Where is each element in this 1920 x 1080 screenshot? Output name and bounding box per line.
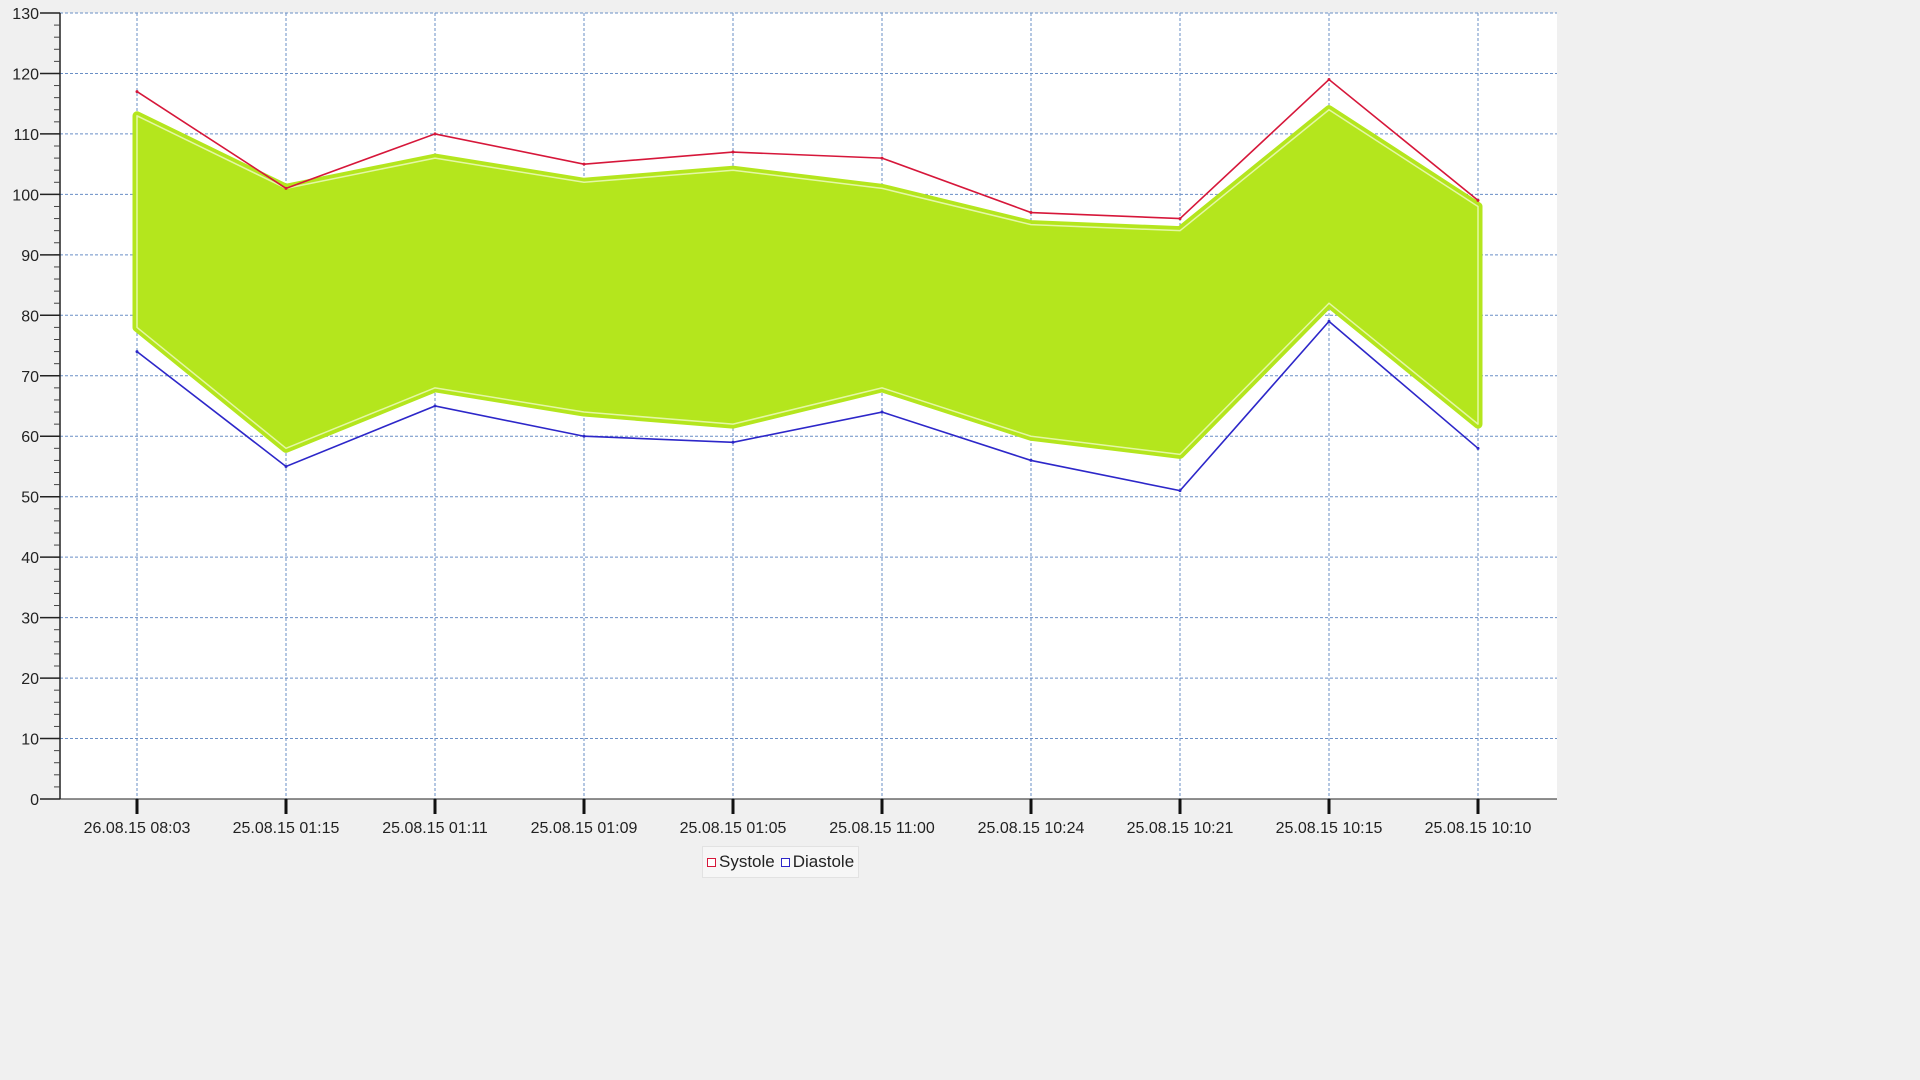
series-line-diastole	[136, 320, 1479, 492]
data-point-diastole	[1327, 319, 1331, 323]
legend-entry-diastole[interactable]: Diastole	[780, 852, 855, 872]
data-point-systole	[1029, 211, 1033, 215]
data-point-diastole	[731, 440, 735, 444]
x-tick-label: 25.08.15 10:15	[1276, 820, 1383, 837]
data-point-diastole	[582, 434, 586, 438]
x-tick-label: 25.08.15 01:15	[233, 820, 340, 837]
legend-label-systole: Systole	[719, 852, 775, 871]
y-tick-label: 20	[21, 671, 39, 688]
data-point-diastole	[1476, 446, 1480, 450]
y-tick-label: 70	[21, 369, 39, 386]
highlight-band-edge	[136, 108, 1479, 456]
data-point-diastole	[1178, 489, 1182, 493]
blood-pressure-chart: 0 10 20 30 40 50 60 70 80 90 100 110 120 130 26.08.15 …	[12, 6, 1557, 878]
y-tick-label: 30	[21, 611, 39, 628]
data-point-systole	[880, 156, 884, 160]
x-tick-label: 26.08.15 08:03	[84, 820, 191, 837]
y-tick-label: 10	[21, 732, 39, 749]
y-tick-label: 0	[30, 792, 39, 809]
data-point-systole	[1476, 198, 1480, 202]
legend-entry-systole[interactable]: Systole	[707, 852, 775, 872]
legend-label-diastole: Diastole	[792, 852, 855, 871]
data-point-diastole	[135, 350, 139, 354]
data-point-systole	[731, 150, 735, 154]
x-tick-label: 25.08.15 11:00	[829, 820, 935, 837]
x-tick-label: 25.08.15 10:10	[1425, 820, 1532, 837]
data-point-systole	[582, 162, 586, 166]
axis-layer: 0 10 20 30 40 50 60 70 80 90 100 110 120 130 26.08.15 …	[12, 6, 1557, 837]
x-tick-label: 25.08.15 10:24	[978, 820, 1085, 837]
legend-swatch-systole-icon	[707, 857, 716, 867]
y-tick-label: 110	[13, 127, 39, 144]
y-tick-label: 60	[21, 429, 39, 446]
data-point-diastole	[284, 464, 288, 468]
series-line-systole	[136, 78, 1479, 220]
data-point-systole	[433, 132, 437, 136]
legend-swatch-diastole-icon	[780, 857, 790, 867]
y-tick-label: 40	[21, 550, 39, 567]
data-point-systole	[284, 186, 288, 190]
legend: Systole Diastole	[702, 846, 860, 878]
highlight-layer	[132, 105, 1483, 459]
y-tick-label: 130	[12, 6, 39, 23]
y-tick-label: 100	[12, 187, 39, 204]
data-point-systole	[1327, 78, 1331, 82]
y-tick-label: 50	[21, 490, 39, 507]
y-tick-label: 120	[12, 66, 39, 83]
y-tick-label: 90	[21, 248, 39, 265]
data-point-diastole	[1029, 458, 1033, 462]
data-point-diastole	[880, 410, 884, 414]
x-tick-label: 25.08.15 01:09	[531, 820, 638, 837]
x-tick-label: 25.08.15 10:21	[1127, 820, 1234, 837]
x-tick-label: 25.08.15 01:05	[680, 820, 787, 837]
chart-svg: 0 10 20 30 40 50 60 70 80 90 100 110 120 130 26.08.15 …	[12, 6, 1557, 837]
series-layer	[135, 78, 1480, 493]
x-tick-label: 25.08.15 01:11	[382, 820, 488, 837]
data-point-diastole	[433, 404, 437, 408]
y-tick-label: 80	[21, 308, 39, 325]
data-point-systole	[1178, 217, 1182, 221]
data-point-systole	[135, 90, 139, 94]
